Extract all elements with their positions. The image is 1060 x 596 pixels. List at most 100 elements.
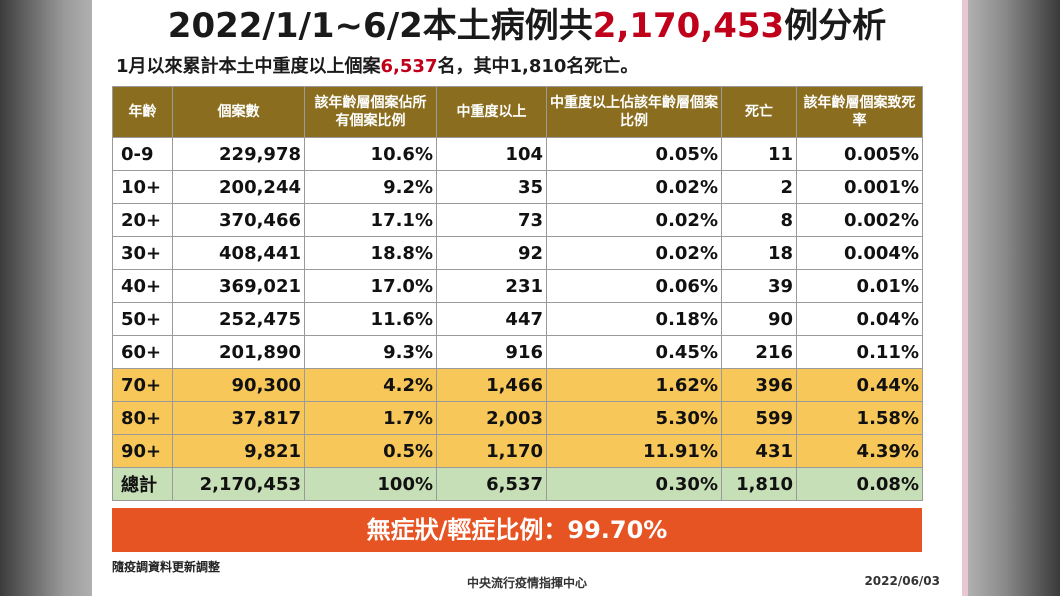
- cell-severe: 2,003: [436, 401, 547, 435]
- cell-age: 50+: [112, 302, 173, 336]
- cell-severe-rate: 0.02%: [546, 203, 722, 237]
- cell-age: 30+: [112, 236, 173, 270]
- cell-age: 80+: [112, 401, 173, 435]
- cell-cases: 252,475: [172, 302, 305, 336]
- cell-cases: 9,821: [172, 434, 305, 468]
- cell-severe: 73: [436, 203, 547, 237]
- background-left-panel: [0, 0, 92, 596]
- cell-fatality-rate: 4.39%: [796, 434, 923, 468]
- col-header-severe: 中重度以上: [436, 86, 547, 138]
- table-row: 40+ 369,021 17.0% 231 0.06% 39 0.01%: [112, 269, 923, 303]
- cell-cases: 2,170,453: [172, 467, 305, 501]
- decorative-strip: [962, 0, 968, 596]
- cell-fatality-rate: 0.002%: [796, 203, 923, 237]
- table-row: 80+ 37,817 1.7% 2,003 5.30% 599 1.58%: [112, 401, 923, 435]
- cell-severe-rate: 0.30%: [546, 467, 722, 501]
- page-title: 2022/1/1~6/2本土病例共2,170,453例分析: [92, 4, 962, 48]
- table-row: 20+ 370,466 17.1% 73 0.02% 8 0.002%: [112, 203, 923, 237]
- cell-deaths: 8: [721, 203, 797, 237]
- cell-age: 60+: [112, 335, 173, 369]
- cell-age: 0-9: [112, 137, 173, 171]
- footer-agency: 中央流行疫情指揮中心: [466, 576, 587, 590]
- update-note: 隨疫調資料更新調整: [112, 560, 221, 574]
- cell-share: 0.5%: [304, 434, 437, 468]
- cell-deaths: 396: [721, 368, 797, 402]
- col-header-share: 該年齡層個案佔所有個案比例: [304, 86, 437, 138]
- cell-severe: 104: [436, 137, 547, 171]
- title-suffix: 例分析: [784, 6, 887, 46]
- col-header-severe-rate: 中重度以上佔該年齡層個案比例: [546, 86, 722, 138]
- cell-fatality-rate: 0.004%: [796, 236, 923, 270]
- table-row: 50+ 252,475 11.6% 447 0.18% 90 0.04%: [112, 302, 923, 336]
- subtitle-severe-count: 6,537: [380, 56, 438, 77]
- cell-cases: 408,441: [172, 236, 305, 270]
- cell-severe-rate: 0.06%: [546, 269, 722, 303]
- cell-age: 10+: [112, 170, 173, 204]
- table-row: 60+ 201,890 9.3% 916 0.45% 216 0.11%: [112, 335, 923, 369]
- background-right-panel: [968, 0, 1060, 596]
- col-header-cases: 個案數: [172, 86, 305, 138]
- cell-severe: 92: [436, 236, 547, 270]
- cell-share: 9.2%: [304, 170, 437, 204]
- cell-deaths: 11: [721, 137, 797, 171]
- cell-share: 1.7%: [304, 401, 437, 435]
- cell-severe: 447: [436, 302, 547, 336]
- cell-deaths: 1,810: [721, 467, 797, 501]
- cell-deaths: 216: [721, 335, 797, 369]
- cell-age: 70+: [112, 368, 173, 402]
- cell-fatality-rate: 0.01%: [796, 269, 923, 303]
- subtitle-prefix: 1月以來累計本土中重度以上個案: [116, 56, 381, 77]
- cell-share: 17.1%: [304, 203, 437, 237]
- case-table: 年齡 個案數 該年齡層個案佔所有個案比例 中重度以上 中重度以上佔該年齡層個案比…: [112, 86, 923, 501]
- cell-severe-rate: 0.05%: [546, 137, 722, 171]
- cell-severe-rate: 5.30%: [546, 401, 722, 435]
- cell-deaths: 2: [721, 170, 797, 204]
- col-header-fatality-rate: 該年齡層個案致死率: [796, 86, 923, 138]
- cell-cases: 200,244: [172, 170, 305, 204]
- cell-age: 40+: [112, 269, 173, 303]
- cell-fatality-rate: 0.44%: [796, 368, 923, 402]
- cell-share: 11.6%: [304, 302, 437, 336]
- cell-cases: 369,021: [172, 269, 305, 303]
- table-row: 10+ 200,244 9.2% 35 0.02% 2 0.001%: [112, 170, 923, 204]
- cell-deaths: 39: [721, 269, 797, 303]
- cell-deaths: 599: [721, 401, 797, 435]
- cell-severe: 35: [436, 170, 547, 204]
- cell-cases: 201,890: [172, 335, 305, 369]
- table-total-row: 總計 2,170,453 100% 6,537 0.30% 1,810 0.08%: [112, 467, 923, 501]
- cell-fatality-rate: 0.08%: [796, 467, 923, 501]
- cell-cases: 37,817: [172, 401, 305, 435]
- cell-deaths: 18: [721, 236, 797, 270]
- cell-fatality-rate: 0.005%: [796, 137, 923, 171]
- cell-share: 9.3%: [304, 335, 437, 369]
- table-row: 70+ 90,300 4.2% 1,466 1.62% 396 0.44%: [112, 368, 923, 402]
- cell-deaths: 431: [721, 434, 797, 468]
- table-header-row: 年齡 個案數 該年齡層個案佔所有個案比例 中重度以上 中重度以上佔該年齡層個案比…: [112, 86, 923, 138]
- title-prefix: 2022/1/1~6/2本土病例共: [167, 6, 593, 46]
- slide: 2022/1/1~6/2本土病例共2,170,453例分析 1月以來累計本土中重…: [92, 0, 962, 596]
- asymptomatic-ratio-banner: 無症狀/輕症比例：99.70%: [112, 508, 922, 552]
- cell-severe-rate: 0.45%: [546, 335, 722, 369]
- cell-share: 18.8%: [304, 236, 437, 270]
- col-header-deaths: 死亡: [721, 86, 797, 138]
- cell-severe: 1,466: [436, 368, 547, 402]
- page-subtitle: 1月以來累計本土中重度以上個案6,537名，其中1,810名死亡。: [116, 54, 638, 80]
- cell-age: 總計: [112, 467, 173, 501]
- footer-date: 2022/06/03: [864, 574, 940, 588]
- cell-share: 4.2%: [304, 368, 437, 402]
- cell-cases: 229,978: [172, 137, 305, 171]
- cell-fatality-rate: 0.04%: [796, 302, 923, 336]
- cell-age: 90+: [112, 434, 173, 468]
- cell-age: 20+: [112, 203, 173, 237]
- table-body: 0-9 229,978 10.6% 104 0.05% 11 0.005% 10+ 200,24…: [112, 137, 923, 501]
- cell-cases: 90,300: [172, 368, 305, 402]
- title-case-count: 2,170,453: [592, 6, 785, 46]
- cell-deaths: 90: [721, 302, 797, 336]
- cell-severe-rate: 0.02%: [546, 170, 722, 204]
- table-row: 0-9 229,978 10.6% 104 0.05% 11 0.005%: [112, 137, 923, 171]
- cell-severe: 6,537: [436, 467, 547, 501]
- col-header-age: 年齡: [112, 86, 173, 138]
- cell-fatality-rate: 0.001%: [796, 170, 923, 204]
- cell-fatality-rate: 0.11%: [796, 335, 923, 369]
- cell-share: 10.6%: [304, 137, 437, 171]
